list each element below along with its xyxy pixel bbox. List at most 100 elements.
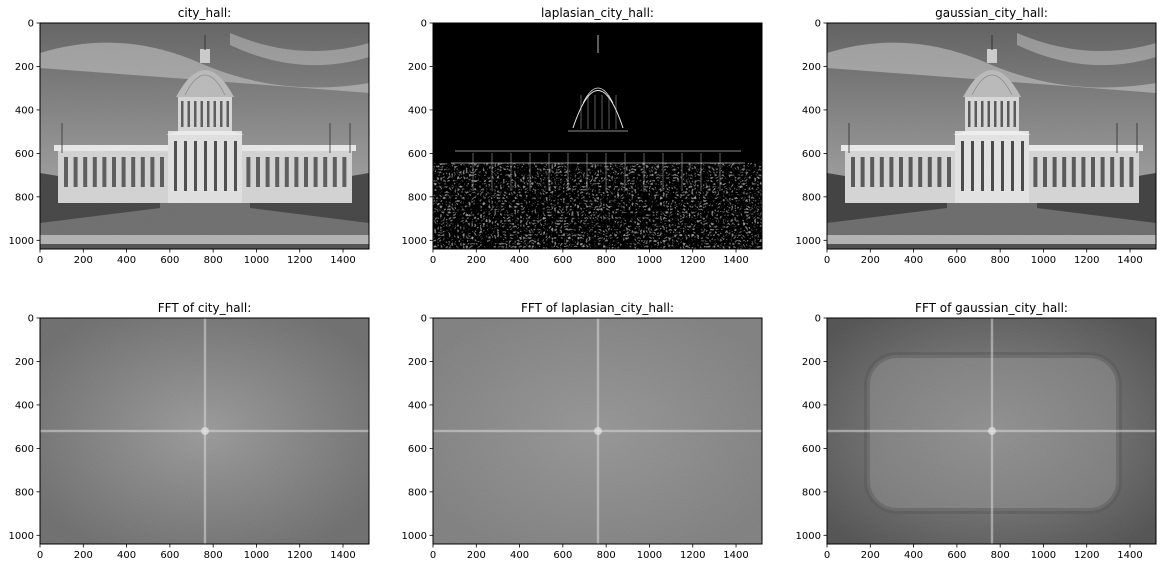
subplot-title: city_hall: — [178, 6, 231, 20]
x-tick-label: 0 — [37, 550, 43, 561]
x-tick-label: 400 — [904, 255, 923, 266]
x-tick-label: 400 — [510, 255, 529, 266]
y-tick-label: 800 — [408, 487, 427, 498]
y-tick-label: 200 — [15, 62, 34, 73]
x-tick-label: 600 — [553, 255, 572, 266]
x-tick-label: 1000 — [244, 255, 269, 266]
y-tick-label: 400 — [15, 400, 34, 411]
y-tick-label: 200 — [408, 357, 427, 368]
y-tick-label: 600 — [15, 444, 34, 455]
y-tick-label: 0 — [421, 314, 427, 325]
y-tick-label: 800 — [408, 192, 427, 203]
x-tick-label: 0 — [37, 255, 43, 266]
x-tick-label: 600 — [553, 550, 572, 561]
x-tick-label: 200 — [74, 255, 93, 266]
axes-frame — [39, 317, 370, 545]
x-tick-label: 1200 — [1074, 255, 1099, 266]
axes-frame — [432, 22, 763, 250]
y-tick-label: 400 — [408, 105, 427, 116]
x-tick-label: 600 — [947, 255, 966, 266]
image-panel — [433, 318, 762, 544]
subplot-5: FFT of laplasian_city_hall: 0 200 400 600 800… — [402, 301, 763, 561]
y-tick-label: 0 — [815, 19, 821, 30]
image-panel — [40, 318, 369, 544]
x-tick-label: 200 — [861, 550, 880, 561]
x-tick-label: 1400 — [723, 255, 748, 266]
y-tick-label: 400 — [802, 400, 821, 411]
y-tick-label: 0 — [815, 314, 821, 325]
x-tick-label: 1000 — [244, 550, 269, 561]
subplot-1: city_hall: 0 200 400 600 800 1000 1200 1400 0 200 4… — [9, 6, 370, 266]
subplot-3: gaussian_city_hall: 0 200 400 600 800 1000 1200… — [796, 6, 1157, 266]
x-tick-label: 800 — [991, 550, 1010, 561]
y-tick-label: 0 — [28, 19, 34, 30]
x-tick-label: 600 — [160, 550, 179, 561]
x-tick-label: 200 — [467, 550, 486, 561]
x-tick-label: 1200 — [287, 550, 312, 561]
x-tick-label: 1400 — [723, 550, 748, 561]
image-panel — [827, 318, 1156, 544]
x-tick-label: 1200 — [680, 255, 705, 266]
y-tick-label: 200 — [802, 62, 821, 73]
x-tick-label: 1200 — [680, 550, 705, 561]
y-tick-label: 1000 — [9, 236, 34, 247]
x-tick-label: 200 — [74, 550, 93, 561]
y-tick-label: 400 — [15, 105, 34, 116]
y-tick-label: 0 — [28, 314, 34, 325]
y-tick-label: 600 — [408, 149, 427, 160]
x-tick-label: 1400 — [330, 255, 355, 266]
y-tick-label: 200 — [15, 357, 34, 368]
y-tick-label: 1000 — [796, 531, 821, 542]
axes-frame — [826, 22, 1157, 250]
x-tick-label: 400 — [510, 550, 529, 561]
y-tick-label: 800 — [802, 192, 821, 203]
x-tick-label: 1000 — [1031, 255, 1056, 266]
x-tick-label: 800 — [597, 550, 616, 561]
y-tick-label: 400 — [802, 105, 821, 116]
x-tick-label: 0 — [430, 255, 436, 266]
subplot-2: laplasian_city_hall: 0 200 400 600 800 1000 120… — [402, 6, 763, 266]
y-tick-label: 200 — [802, 357, 821, 368]
y-tick-label: 800 — [802, 487, 821, 498]
x-tick-label: 0 — [430, 550, 436, 561]
x-tick-label: 1200 — [287, 255, 312, 266]
axes-frame — [826, 317, 1157, 545]
image-panel — [433, 23, 762, 249]
subplot-title: gaussian_city_hall: — [935, 6, 1048, 20]
y-tick-label: 600 — [408, 444, 427, 455]
x-tick-label: 1400 — [1117, 550, 1142, 561]
x-tick-label: 200 — [861, 255, 880, 266]
image-panel — [40, 23, 369, 249]
y-tick-label: 200 — [408, 62, 427, 73]
x-tick-label: 0 — [824, 255, 830, 266]
y-tick-label: 1000 — [402, 236, 427, 247]
x-tick-label: 1000 — [1031, 550, 1056, 561]
x-tick-label: 0 — [824, 550, 830, 561]
axes-frame — [39, 22, 370, 250]
subplot-6: FFT of gaussian_city_hall: 0 200 400 600 800 1… — [796, 301, 1157, 561]
subplot-title: FFT of city_hall: — [158, 301, 252, 315]
x-tick-label: 800 — [991, 255, 1010, 266]
axes-frame — [432, 317, 763, 545]
y-tick-label: 600 — [802, 149, 821, 160]
y-tick-label: 800 — [15, 192, 34, 203]
y-tick-label: 1000 — [402, 531, 427, 542]
x-tick-label: 1400 — [330, 550, 355, 561]
x-tick-label: 600 — [160, 255, 179, 266]
x-tick-label: 800 — [204, 255, 223, 266]
x-tick-label: 200 — [467, 255, 486, 266]
subplot-title: laplasian_city_hall: — [541, 6, 654, 20]
subplot-4: FFT of city_hall: 0 200 400 600 800 1000 1200 14… — [9, 301, 370, 561]
y-tick-label: 400 — [408, 400, 427, 411]
image-panel — [827, 23, 1156, 249]
y-tick-label: 1000 — [9, 531, 34, 542]
x-tick-label: 400 — [904, 550, 923, 561]
y-tick-label: 1000 — [796, 236, 821, 247]
x-tick-label: 800 — [597, 255, 616, 266]
y-tick-label: 800 — [15, 487, 34, 498]
x-tick-label: 1200 — [1074, 550, 1099, 561]
x-tick-label: 400 — [117, 255, 136, 266]
x-tick-label: 400 — [117, 550, 136, 561]
x-tick-label: 800 — [204, 550, 223, 561]
